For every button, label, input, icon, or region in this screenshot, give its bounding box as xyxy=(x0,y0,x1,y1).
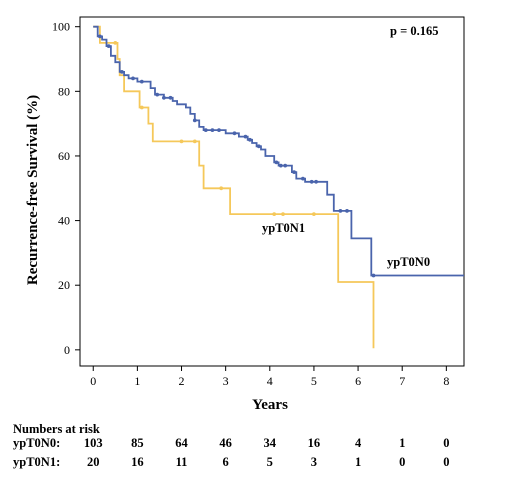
risk-count: 34 xyxy=(264,436,277,450)
censor-mark xyxy=(243,134,248,139)
censor-mark xyxy=(314,179,318,184)
risk-count: 0 xyxy=(443,455,449,469)
x-tick-label: 6 xyxy=(355,374,361,388)
risk-count: 0 xyxy=(399,455,405,469)
censor-mark xyxy=(203,128,208,133)
censor-mark xyxy=(120,70,124,74)
censor-mark xyxy=(179,139,184,144)
censor-mark xyxy=(131,76,135,81)
risk-count: 3 xyxy=(311,455,317,469)
risk-count: 1 xyxy=(399,436,405,450)
censor-mark xyxy=(248,137,252,142)
risk-table: ypT0N0: 103 85 64 46 34 16 4 1 0 ypT0N1: 20 16 11 6 5 3 1… xyxy=(13,436,449,469)
censor-mark xyxy=(274,160,279,165)
censor-mark xyxy=(338,209,343,213)
x-tick-label: 4 xyxy=(267,374,273,388)
risk-count: 46 xyxy=(219,436,232,450)
censor-mark xyxy=(278,163,283,168)
x-tick-label: 0 xyxy=(90,374,96,388)
risk-count: 64 xyxy=(175,436,188,450)
risk-table-title: Numbers at risk xyxy=(13,422,100,436)
x-tick-label: 5 xyxy=(311,374,317,388)
censor-mark xyxy=(139,105,144,110)
censor-mark xyxy=(301,176,305,181)
risk-count: 4 xyxy=(355,436,362,450)
censor-mark xyxy=(256,144,261,149)
risk-count: 20 xyxy=(87,455,100,469)
x-tick-label: 2 xyxy=(179,374,185,388)
y-tick-label: 0 xyxy=(64,343,70,357)
censor-mark xyxy=(98,34,102,39)
risk-count: 5 xyxy=(267,455,273,469)
censor-mark xyxy=(217,128,221,133)
p-value-annotation: p = 0.165 xyxy=(390,24,438,38)
y-axis-ticks: 0 20 40 60 80 100 xyxy=(52,20,80,357)
survival-curves xyxy=(93,25,464,349)
risk-count: 0 xyxy=(443,436,449,450)
censor-mark xyxy=(283,163,288,168)
censor-mark xyxy=(210,128,215,133)
risk-count: 16 xyxy=(131,455,144,469)
x-axis-title: Years xyxy=(252,397,288,413)
censor-mark xyxy=(292,170,296,175)
censor-mark xyxy=(371,273,376,278)
risk-count: 6 xyxy=(223,455,229,469)
censor-mark xyxy=(139,79,144,84)
censor-mark xyxy=(162,95,166,100)
risk-row-label: ypT0N1: xyxy=(13,455,60,469)
plot-frame xyxy=(79,16,465,367)
risk-count: 11 xyxy=(176,455,188,469)
censor-mark xyxy=(113,41,118,45)
series-label-ypT0N1: ypT0N1 xyxy=(262,221,305,235)
risk-count: 85 xyxy=(131,436,144,450)
series-label-ypT0N0: ypT0N0 xyxy=(387,255,430,269)
y-tick-label: 40 xyxy=(58,214,70,228)
x-tick-label: 7 xyxy=(399,374,405,388)
censor-mark xyxy=(106,44,111,48)
censor-mark xyxy=(309,179,314,184)
x-axis-ticks: 0 1 2 3 4 5 6 7 8 xyxy=(90,366,449,388)
risk-count: 16 xyxy=(308,436,321,450)
y-axis-title: Recurrence-free Survival (%) xyxy=(25,95,41,285)
censor-mark xyxy=(192,118,197,123)
y-tick-label: 100 xyxy=(52,20,70,34)
series-line-ypT0N0 xyxy=(93,25,464,277)
y-tick-label: 60 xyxy=(58,149,70,163)
censor-mark xyxy=(312,212,316,217)
y-tick-label: 80 xyxy=(58,84,70,98)
x-tick-label: 8 xyxy=(443,374,449,388)
x-tick-label: 1 xyxy=(134,374,140,388)
risk-row-label: ypT0N0: xyxy=(13,436,60,450)
y-tick-label: 20 xyxy=(58,278,70,292)
censor-mark xyxy=(192,139,197,144)
risk-count: 103 xyxy=(84,436,103,450)
censor-mark xyxy=(281,212,285,217)
censor-mark xyxy=(155,92,160,97)
censor-mark xyxy=(345,209,349,213)
risk-count: 1 xyxy=(355,455,361,469)
censor-mark xyxy=(272,212,277,217)
censor-mark xyxy=(219,186,224,191)
x-tick-label: 3 xyxy=(223,374,229,388)
censor-mark xyxy=(168,95,173,100)
series-line-ypT0N1 xyxy=(93,25,375,349)
censor-mark xyxy=(232,131,237,136)
